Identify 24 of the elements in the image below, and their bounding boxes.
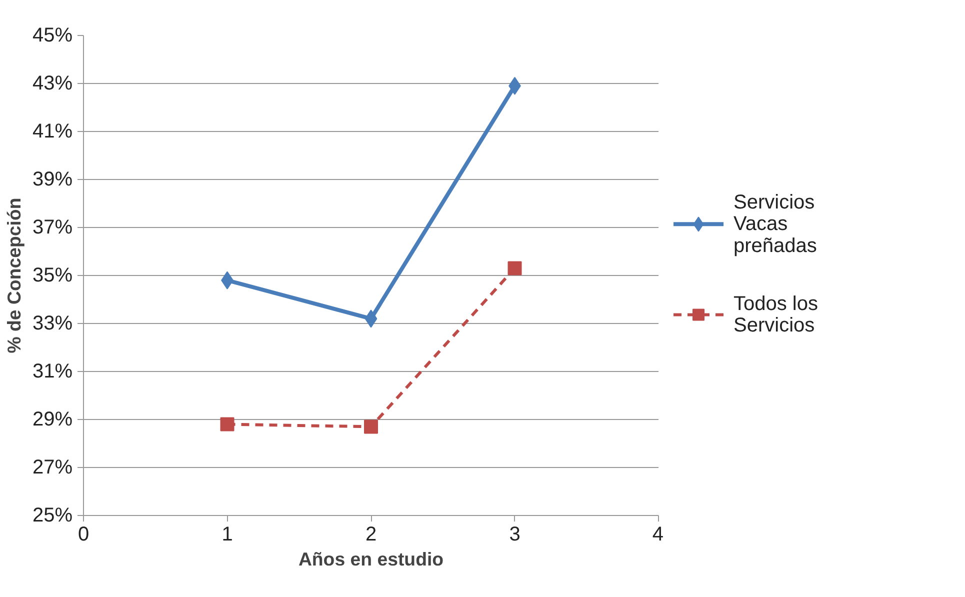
y-tick-label: 35% — [32, 264, 73, 286]
y-tick-label: 33% — [32, 312, 73, 334]
legend-label: Servicios Vacas preñadas — [734, 191, 817, 257]
x-tick-label: 4 — [652, 524, 664, 546]
y-tick-label: 41% — [32, 120, 73, 142]
x-tick-label: 2 — [365, 524, 377, 546]
x-axis-title: Años en estudio — [298, 548, 444, 570]
point — [508, 261, 522, 276]
point — [220, 417, 234, 432]
y-tick-label: 43% — [32, 72, 73, 94]
x-tick-label: 0 — [78, 524, 90, 546]
y-tick-label: 31% — [32, 360, 73, 382]
legend-label: Todos los Servicios — [734, 292, 818, 337]
y-axis-title: % de Concepción — [3, 198, 24, 354]
point — [364, 420, 378, 434]
y-tick-label: 29% — [32, 408, 73, 430]
y-tick-label: 45% — [32, 24, 73, 46]
x-tick-label: 1 — [222, 524, 233, 546]
point — [364, 310, 378, 328]
y-tick-label: 39% — [32, 168, 73, 190]
y-tick-label: 37% — [32, 216, 73, 238]
x-tick-label: 3 — [509, 524, 520, 546]
y-tick-label: 25% — [32, 504, 73, 526]
y-tick-label: 27% — [32, 456, 73, 478]
